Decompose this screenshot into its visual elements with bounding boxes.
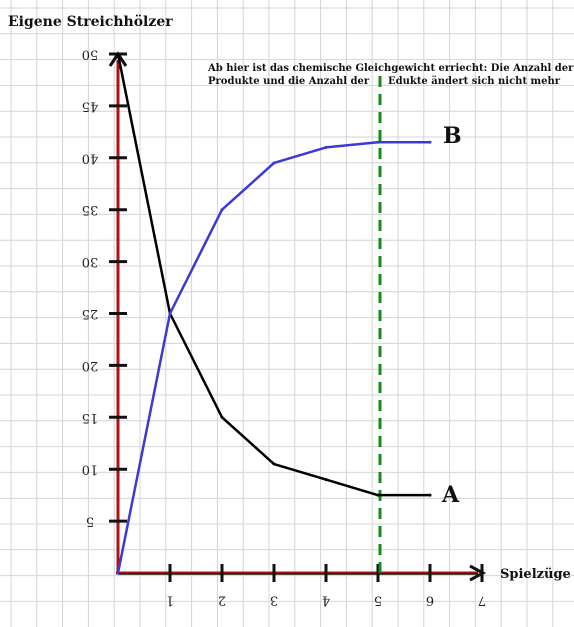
data-point-b	[168, 312, 172, 315]
y-tick-label: 25	[82, 306, 99, 321]
data-point-a	[116, 52, 120, 56]
x-tick-label: 6	[426, 593, 434, 608]
x-tick-label: 4	[322, 593, 330, 608]
y-tick-label: 45	[82, 98, 99, 113]
data-point-b	[272, 161, 276, 165]
data-point-b	[428, 140, 432, 144]
annotation-line2b: Edukte ändert sich nicht mehr	[388, 76, 561, 87]
y-tick-label: 5	[86, 514, 94, 529]
y-tick-label: 20	[82, 358, 99, 373]
x-tick-label: 7	[478, 593, 486, 608]
data-point-a	[220, 415, 224, 419]
series-line-b	[116, 140, 430, 574]
y-ticks: 5 10 15 20 25 30 35 40 45 50	[82, 47, 127, 529]
series-label-b: B	[443, 123, 462, 149]
y-tick-label: 30	[82, 254, 99, 269]
y-tick-label: 50	[82, 47, 99, 62]
data-point-b	[376, 140, 380, 144]
y-tick-label: 35	[82, 202, 99, 217]
x-tick-label: 3	[270, 593, 278, 608]
y-tick-label: 10	[82, 462, 99, 477]
annotation-line1: Ab hier ist das chemische Gleichgewicht …	[207, 63, 574, 74]
series-label-a: A	[441, 482, 460, 508]
series-group	[116, 52, 432, 575]
x-tick-label: 5	[374, 593, 382, 608]
series-line-a	[116, 53, 430, 497]
x-ticks: 1 2 3 4 5 6 7	[166, 564, 486, 608]
y-tick-label: 15	[82, 410, 99, 425]
x-tick-label: 1	[166, 593, 174, 608]
y-tick-label: 40	[82, 150, 99, 165]
data-point-a	[272, 462, 276, 466]
data-point-b	[116, 571, 120, 575]
data-point-a	[376, 493, 380, 497]
chart-title: Eigene Streichhölzer	[8, 14, 173, 30]
data-point-b	[324, 145, 328, 149]
x-axis-label: Spielzüge	[500, 567, 571, 582]
data-point-a	[324, 478, 328, 482]
x-tick-label: 2	[218, 593, 226, 608]
data-point-b	[220, 208, 224, 212]
data-point-a	[428, 493, 432, 497]
annotation-line2a: Produkte und die Anzahl der	[208, 76, 370, 87]
